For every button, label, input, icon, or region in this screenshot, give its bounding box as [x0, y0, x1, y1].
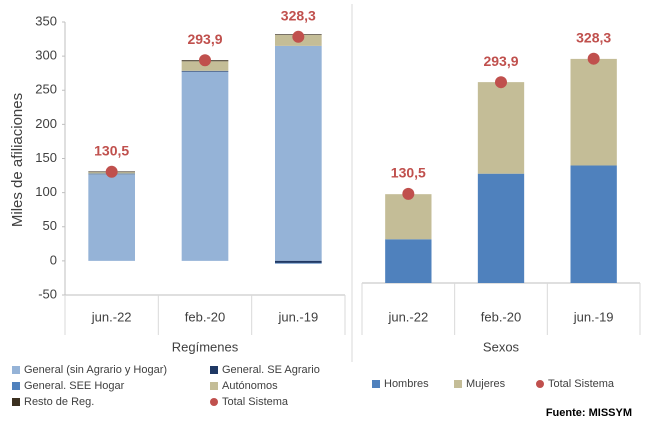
bar-segment: [275, 262, 322, 264]
x-tick-label: feb.-20: [481, 309, 521, 324]
legend-marker: [536, 380, 544, 388]
source: Fuente: MISSYM: [546, 407, 632, 419]
y-tick-label: 150: [35, 150, 57, 165]
y-tick-label: -50: [38, 286, 57, 301]
legend-label: Total Sistema: [548, 378, 615, 390]
bar-segment: [275, 260, 322, 263]
legend-label: Total Sistema: [222, 396, 289, 408]
legend-swatch: [12, 366, 20, 374]
legend-label: General (sin Agrario y Hogar): [24, 364, 167, 376]
value-label: 328,3: [576, 29, 611, 45]
legend-swatch: [12, 398, 20, 406]
total-marker: [292, 30, 305, 43]
total-marker: [402, 187, 415, 200]
legend-label: General. SE Agrario: [222, 364, 320, 376]
value-label: 293,9: [483, 53, 518, 69]
y-tick-label: 200: [35, 116, 57, 131]
x-tick-label: jun.-22: [91, 309, 132, 324]
legend-marker: [210, 398, 218, 406]
bar-segment: [88, 174, 135, 261]
y-tick-label: 300: [35, 48, 57, 63]
x-axis-label: Sexos: [483, 339, 520, 354]
legend-swatch: [210, 366, 218, 374]
legend-swatch: [372, 380, 380, 388]
legend-label: Mujeres: [466, 378, 506, 390]
value-label: 130,5: [391, 165, 426, 181]
x-tick-label: jun.-19: [277, 309, 318, 324]
x-tick-label: jun.-22: [387, 309, 428, 324]
total-marker: [199, 54, 211, 67]
y-tick-label: 50: [43, 218, 57, 233]
x-axis-label: Regímenes: [172, 339, 239, 354]
legend-label: Resto de Reg.: [24, 396, 94, 408]
value-label: 328,3: [281, 8, 316, 24]
legend-swatch: [12, 382, 20, 390]
total-marker: [587, 52, 600, 65]
bar-segment: [275, 45, 322, 261]
legend-label: Autónomos: [222, 380, 278, 392]
legend-label: Hombres: [384, 378, 429, 390]
legend-label: General. SEE Hogar: [24, 380, 125, 392]
value-label: 293,9: [187, 31, 222, 47]
y-tick-label: 100: [35, 184, 57, 199]
value-label: 130,5: [94, 143, 129, 159]
bar-segment: [385, 239, 432, 283]
total-marker: [495, 76, 507, 89]
bar-segment: [570, 58, 617, 166]
total-marker: [105, 165, 118, 178]
bar-segment: [385, 194, 432, 240]
x-tick-label: jun.-19: [573, 309, 614, 324]
bar-segment: [477, 82, 525, 174]
x-tick-label: feb.-20: [185, 309, 225, 324]
bar-segment: [477, 173, 525, 283]
y-tick-label: 350: [35, 13, 57, 28]
legend-swatch: [210, 382, 218, 390]
bar-segment: [570, 165, 617, 283]
y-axis-label: Miles de afiliaciones: [9, 93, 26, 227]
legend-swatch: [454, 380, 462, 388]
bar-segment: [181, 71, 229, 261]
y-tick-label: 0: [50, 252, 57, 267]
y-tick-label: 250: [35, 82, 57, 97]
bar-segment: [181, 71, 229, 72]
